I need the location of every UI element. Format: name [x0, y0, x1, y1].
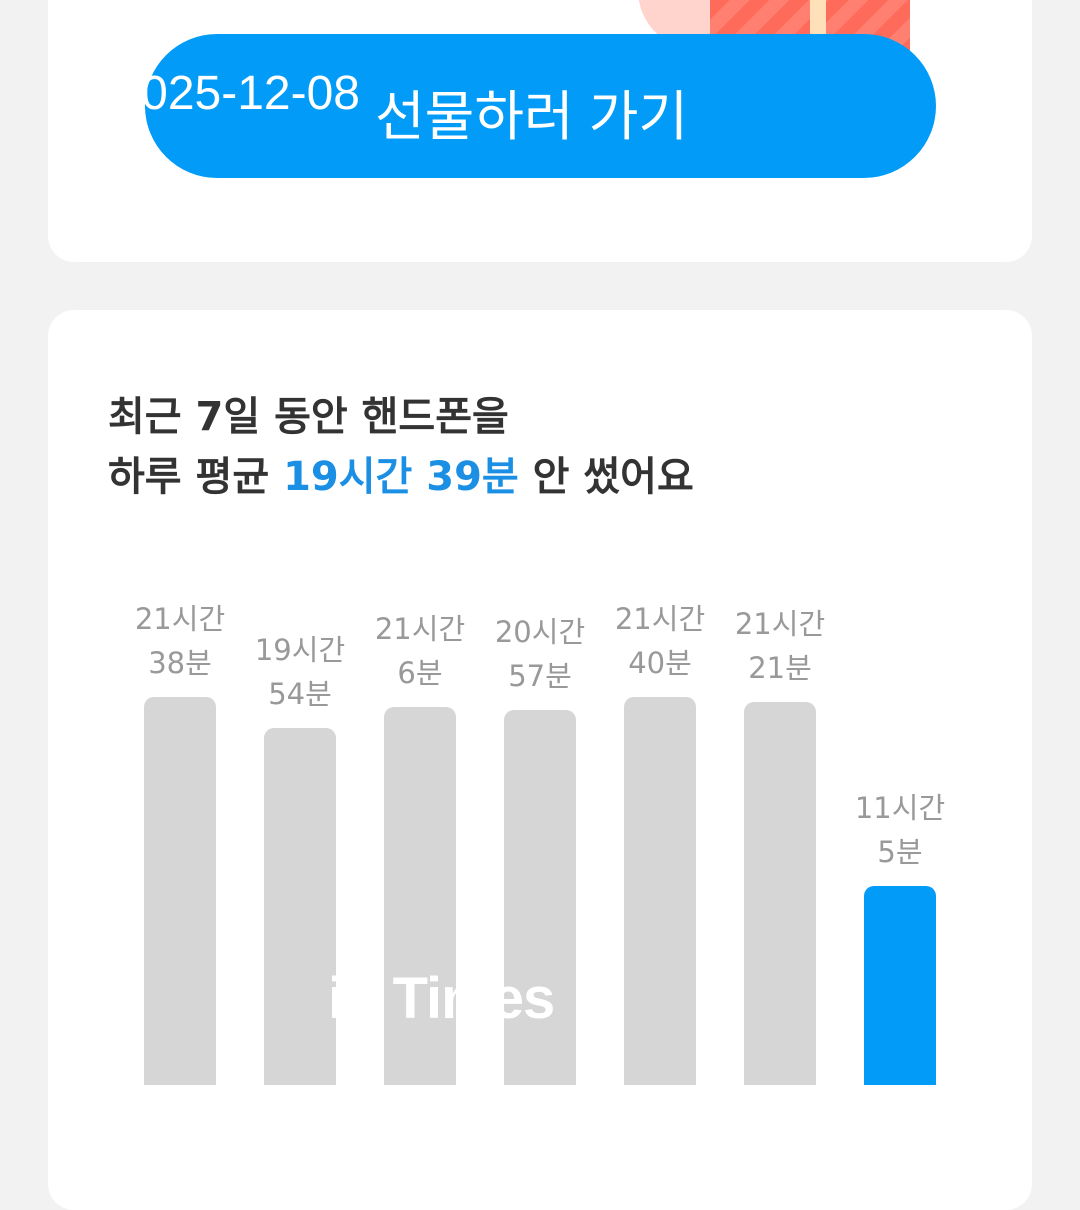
bar-label-line: 11시간: [854, 791, 946, 826]
bar-label-line: 21시간: [614, 601, 706, 636]
bar-label-day-3: 21시간 6분: [360, 607, 480, 695]
bar-label-line: 21시간: [374, 611, 466, 646]
average-time: 19시간 39분: [283, 454, 519, 500]
usage-heading-line2: 하루 평균 19시간 39분 안 썼어요: [108, 444, 694, 502]
heading-prefix: 하루 평균: [108, 454, 284, 500]
bar-label-day-5: 21시간 40분: [600, 597, 720, 685]
bar-label-line: 19시간: [254, 633, 346, 668]
bar-label-line: 57분: [508, 658, 572, 693]
heading-suffix: 안 썼어요: [518, 454, 694, 500]
bar-day-5: [624, 696, 696, 1085]
bar-label-line: 6분: [397, 655, 443, 690]
bar-day-1: [144, 697, 216, 1085]
bar-label-line: 21분: [748, 651, 812, 686]
bar-label-line: 21시간: [734, 607, 826, 642]
bar-day-3: [384, 706, 456, 1085]
bar-day-7: [864, 886, 936, 1085]
bar-label-line: 21시간: [134, 602, 226, 637]
bar-label-day-6: 21시간 21분: [720, 602, 840, 690]
go-gift-label: 선물하러 가기: [375, 87, 689, 147]
watermark: iT Times: [328, 966, 555, 1031]
bar-label-day-2: 19시간 54분: [240, 628, 360, 716]
bar-label-day-1: 21시간 38분: [120, 597, 240, 685]
bar-label-line: 5분: [877, 835, 923, 870]
bar-day-6: [744, 702, 816, 1085]
bar-label-line: 38분: [148, 646, 212, 681]
bar-label-line: 20시간: [494, 614, 586, 649]
bar-day-2: [264, 728, 336, 1085]
bar-label-line: 54분: [268, 677, 332, 712]
bar-label-day-4: 20시간 57분: [480, 610, 600, 698]
bar-label-day-7: 11시간 5분: [840, 786, 960, 874]
usage-heading-line1: 최근 7일 동안 핸드폰을: [108, 394, 509, 440]
bar-label-line: 40분: [628, 645, 692, 680]
bar-day-4: [504, 709, 576, 1085]
go-gift-button[interactable]: 선물하러 가기: [145, 34, 936, 178]
date-text: 2025-12-08: [140, 67, 360, 120]
